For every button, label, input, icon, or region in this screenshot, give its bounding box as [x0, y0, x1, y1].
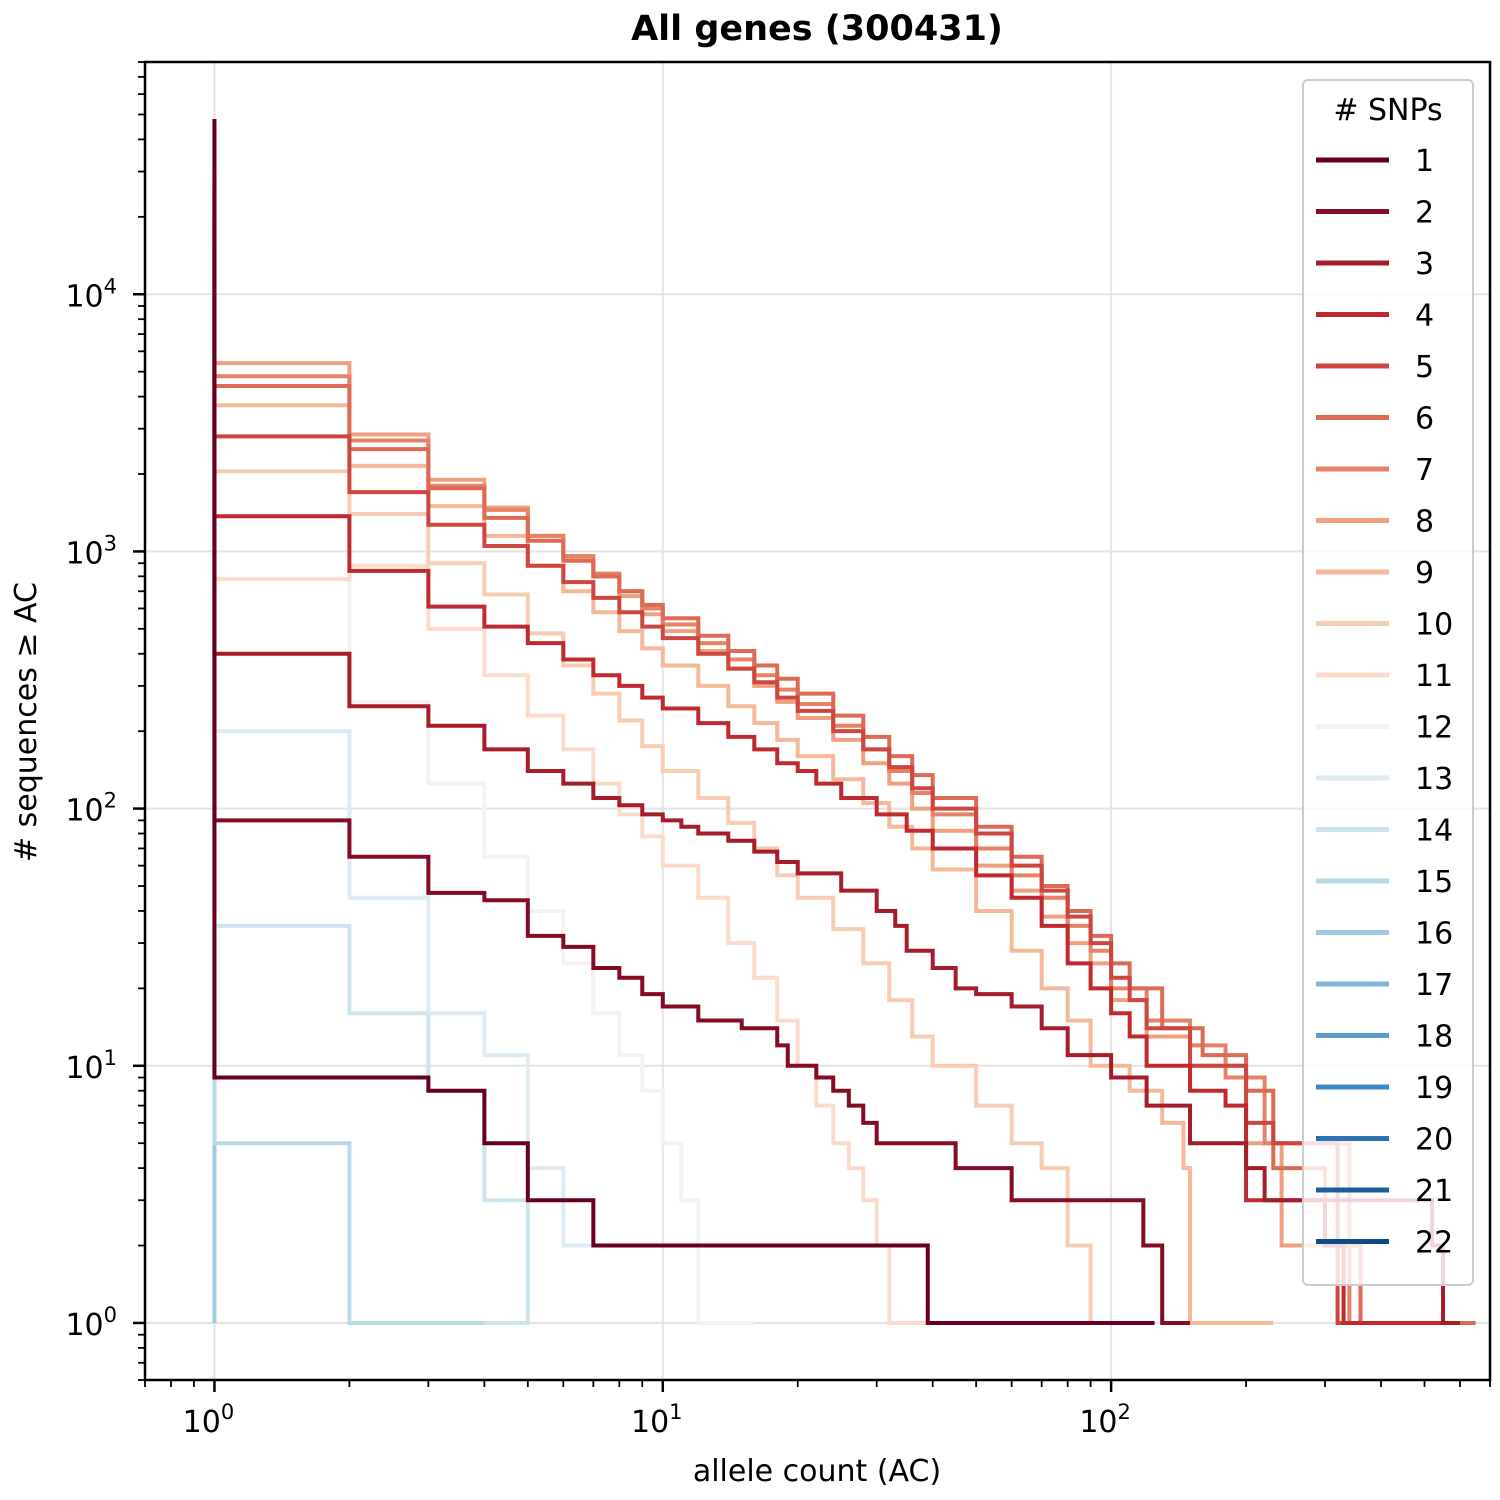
legend-label: 10: [1415, 608, 1453, 643]
axes: [143, 60, 1492, 1382]
series-line-11: [212, 294, 933, 1325]
legend-label: 22: [1415, 1226, 1453, 1261]
legend: # SNPs1234567891011121314151617181920212…: [1302, 79, 1474, 1286]
series-line-1: [212, 119, 1155, 1325]
legend-label: 5: [1415, 350, 1434, 385]
y-tick-label: 102: [65, 789, 117, 829]
x-tick-label: 100: [183, 1400, 235, 1440]
series-line-9: [212, 256, 1274, 1325]
legend-label: 17: [1415, 968, 1453, 1003]
legend-label: 2: [1415, 196, 1434, 231]
x-axis-label: allele count (AC): [693, 1454, 941, 1489]
chart-title: All genes (300431): [631, 9, 1003, 49]
legend-label: 12: [1415, 711, 1453, 746]
series-line-5: [212, 206, 1460, 1325]
legend-title: # SNPs: [1333, 93, 1442, 128]
legend-label: 21: [1415, 1174, 1453, 1209]
legend-label: 15: [1415, 865, 1453, 900]
legend-label: 6: [1415, 402, 1434, 437]
legend-label: 18: [1415, 1020, 1453, 1055]
y-tick-label: 103: [65, 531, 117, 571]
legend-label: 4: [1415, 299, 1434, 334]
y-axis-label: # sequences ≥ AC: [9, 582, 44, 862]
legend-label: 3: [1415, 247, 1434, 282]
axes-frame: [143, 60, 1492, 1382]
x-tick-label: 101: [631, 1400, 683, 1440]
series-line-2: [212, 171, 1191, 1325]
legend-label: 1: [1415, 144, 1434, 179]
series-line-13: [212, 351, 594, 1248]
legend-label: 19: [1415, 1071, 1453, 1106]
legend-label: 7: [1415, 453, 1434, 488]
series-line-7: [212, 228, 1476, 1325]
legend-label: 8: [1415, 505, 1434, 540]
y-tick-label: 104: [65, 274, 117, 314]
series-line-3: [212, 191, 1460, 1325]
x-tick-label: 102: [1079, 1400, 1131, 1440]
legend-label: 20: [1415, 1123, 1453, 1158]
legend-label: 11: [1415, 659, 1453, 694]
legend-label: 14: [1415, 814, 1453, 849]
plot-area: [212, 119, 1476, 1325]
series-line-4: [212, 187, 1447, 1325]
series-line-8: [212, 241, 1476, 1325]
grid: [145, 62, 1490, 1380]
legend-label: 9: [1415, 556, 1434, 591]
legend-label: 16: [1415, 917, 1453, 952]
series-line-6: [212, 216, 1476, 1325]
legend-label: 13: [1415, 762, 1453, 797]
y-tick-label: 101: [65, 1046, 117, 1086]
y-tick-label: 100: [65, 1303, 117, 1343]
